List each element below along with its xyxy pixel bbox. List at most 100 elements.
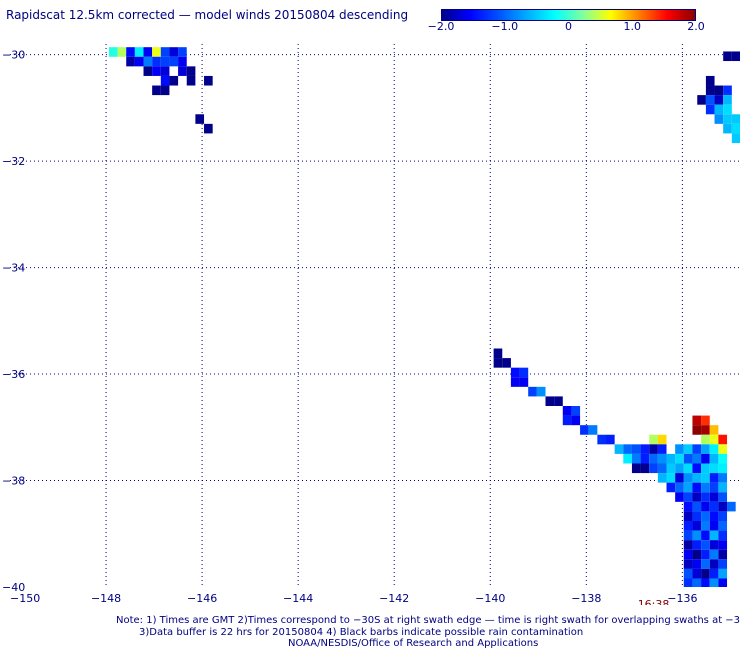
wind-cell xyxy=(683,453,693,464)
wind-cell xyxy=(160,56,170,67)
wind-cell xyxy=(701,415,710,426)
wind-cell xyxy=(554,396,563,406)
wind-cell xyxy=(709,520,719,531)
colorbar-tick-label: −2.0 xyxy=(427,20,455,33)
wind-cell xyxy=(195,114,205,124)
wind-cell xyxy=(705,85,715,96)
wind-cell xyxy=(701,434,710,445)
wind-cell xyxy=(701,453,710,464)
wind-cell xyxy=(692,444,702,454)
wind-cell xyxy=(169,47,179,57)
wind-cell xyxy=(731,123,740,134)
wind-cell xyxy=(178,66,187,76)
x-tick-label: −138 xyxy=(571,592,601,605)
wind-cell xyxy=(718,578,728,587)
wind-cell xyxy=(666,463,676,474)
wind-cell xyxy=(723,85,732,96)
wind-cell xyxy=(493,358,503,368)
wind-cell xyxy=(126,47,135,57)
map-plot: −150 −148 −146 −144 −142 −140 −138 −136 −30 −32 −3… xyxy=(2,44,740,605)
wind-cell xyxy=(169,56,179,67)
wind-cell xyxy=(701,520,710,531)
wind-cell xyxy=(731,133,740,144)
wind-cell xyxy=(692,559,702,569)
wind-cell xyxy=(683,463,693,474)
note-line-2: 3)Data buffer is 22 hrs for 20150804 4) … xyxy=(139,626,584,638)
wind-cell xyxy=(545,396,555,406)
wind-cell xyxy=(502,358,511,368)
wind-cell xyxy=(614,444,624,454)
wind-cell xyxy=(709,453,719,464)
wind-cell xyxy=(692,425,702,435)
wind-cell xyxy=(701,578,710,587)
wind-cell xyxy=(117,47,127,57)
wind-cell xyxy=(683,568,693,579)
x-tick-label: −150 xyxy=(10,592,40,605)
wind-cell xyxy=(186,66,196,76)
wind-cell xyxy=(666,482,676,493)
wind-cell xyxy=(649,434,658,445)
wind-cell xyxy=(709,540,719,550)
wind-cell xyxy=(692,549,702,560)
colorbar-tick-label: 2.0 xyxy=(687,20,705,33)
wind-cell xyxy=(134,56,144,67)
wind-cell xyxy=(666,453,676,464)
wind-cell xyxy=(683,444,693,454)
wind-cell xyxy=(178,56,187,67)
wind-cell xyxy=(683,578,693,587)
y-tick-label: −32 xyxy=(2,155,25,168)
wind-cell xyxy=(683,559,693,569)
wind-cell xyxy=(134,47,144,57)
wind-cell xyxy=(709,492,719,502)
wind-cell xyxy=(675,453,684,464)
wind-cell xyxy=(709,425,719,435)
wind-cell xyxy=(714,85,724,96)
wind-cell xyxy=(727,501,736,512)
wind-cell xyxy=(640,444,650,454)
wind-cell xyxy=(606,434,615,445)
wind-cell xyxy=(178,47,187,57)
wind-cell xyxy=(160,47,170,57)
wind-cell xyxy=(718,492,728,502)
wind-cell xyxy=(701,530,710,541)
wind-cell xyxy=(683,501,693,512)
wind-cell xyxy=(519,367,529,378)
x-tick-label: −146 xyxy=(187,592,217,605)
wind-cell xyxy=(649,453,658,464)
wind-cell xyxy=(562,406,572,416)
wind-cell xyxy=(528,386,537,397)
x-tick-label: −140 xyxy=(475,592,505,605)
wind-cell xyxy=(152,66,161,76)
y-tick-label: −40 xyxy=(2,581,25,594)
wind-cell xyxy=(718,549,728,560)
wind-cell xyxy=(718,434,728,445)
wind-cell xyxy=(152,47,161,57)
wind-cell xyxy=(718,453,728,464)
wind-cell xyxy=(709,559,719,569)
wind-cell xyxy=(705,75,715,86)
colorbar xyxy=(441,9,696,21)
wind-cell xyxy=(675,444,684,454)
x-tick-label: −144 xyxy=(283,592,313,605)
wind-cell xyxy=(675,482,684,493)
wind-cell xyxy=(519,377,529,387)
wind-cell xyxy=(718,444,728,454)
wind-cell xyxy=(718,559,728,569)
wind-cell xyxy=(623,444,632,454)
wind-cell xyxy=(692,501,702,512)
wind-cell xyxy=(701,482,710,493)
wind-cell xyxy=(709,482,719,493)
wind-cell xyxy=(723,123,732,134)
axis-labels: −150 −148 −146 −144 −142 −140 −138 −136 −30 −32 −3… xyxy=(2,49,697,605)
wind-cell xyxy=(723,104,732,115)
wind-cell xyxy=(657,434,667,445)
y-tick-label: −36 xyxy=(2,368,25,381)
wind-cell xyxy=(160,75,170,86)
colorbar-tick-label: 0 xyxy=(565,20,572,33)
wind-cell xyxy=(709,444,719,454)
wind-cell xyxy=(709,434,719,445)
wind-cell xyxy=(683,482,693,493)
wind-cell xyxy=(631,453,641,464)
wind-cell xyxy=(701,444,710,454)
wind-cell xyxy=(160,85,170,96)
